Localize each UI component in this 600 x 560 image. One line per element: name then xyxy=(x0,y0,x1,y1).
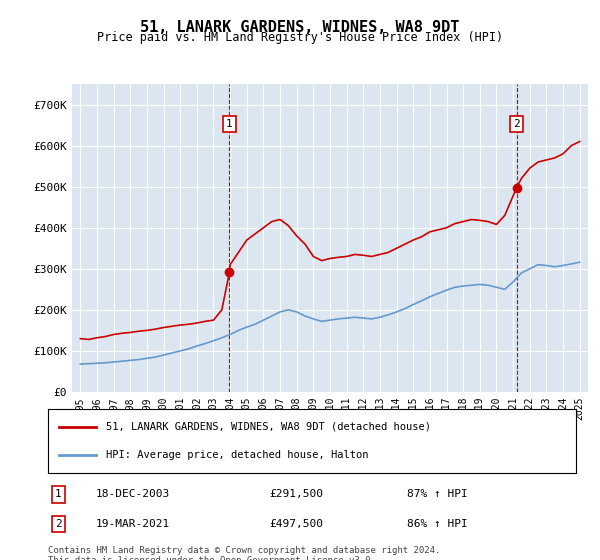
Text: 2: 2 xyxy=(513,119,520,129)
Text: Price paid vs. HM Land Registry's House Price Index (HPI): Price paid vs. HM Land Registry's House … xyxy=(97,31,503,44)
Text: 86% ↑ HPI: 86% ↑ HPI xyxy=(407,519,468,529)
Text: £497,500: £497,500 xyxy=(270,519,324,529)
Text: 87% ↑ HPI: 87% ↑ HPI xyxy=(407,489,468,500)
Text: HPI: Average price, detached house, Halton: HPI: Average price, detached house, Halt… xyxy=(106,450,368,460)
Text: 1: 1 xyxy=(55,489,62,500)
Text: 2: 2 xyxy=(55,519,62,529)
Text: £291,500: £291,500 xyxy=(270,489,324,500)
Text: 51, LANARK GARDENS, WIDNES, WA8 9DT: 51, LANARK GARDENS, WIDNES, WA8 9DT xyxy=(140,20,460,35)
Text: 18-DEC-2003: 18-DEC-2003 xyxy=(95,489,170,500)
Text: 19-MAR-2021: 19-MAR-2021 xyxy=(95,519,170,529)
Text: 51, LANARK GARDENS, WIDNES, WA8 9DT (detached house): 51, LANARK GARDENS, WIDNES, WA8 9DT (det… xyxy=(106,422,431,432)
Text: 1: 1 xyxy=(226,119,233,129)
Text: Contains HM Land Registry data © Crown copyright and database right 2024.
This d: Contains HM Land Registry data © Crown c… xyxy=(48,546,440,560)
